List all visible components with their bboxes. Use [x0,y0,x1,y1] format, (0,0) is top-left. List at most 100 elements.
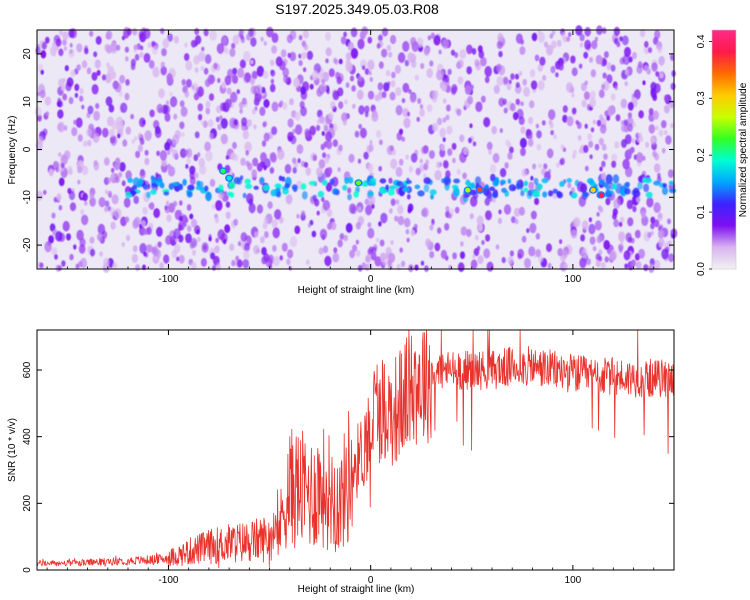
spectrogram-cell [68,28,75,38]
spectrogram-cell [282,67,290,78]
spectrogram-cell [118,171,123,178]
spectrogram-cell [559,239,563,245]
spectrogram-cell [103,257,110,267]
spectrogram-cell [659,72,664,79]
spectrogram-cell [337,239,343,248]
spectrogram-cell [113,161,121,171]
spectrogram-cell [480,56,487,67]
spectrogram-cell [103,157,110,166]
spectrogram-band-cell [414,184,421,190]
spectrogram-cell [189,171,196,180]
spectrogram-cell [485,210,492,221]
spectrogram-band-cell [542,191,548,198]
spectrogram-cell [502,98,507,106]
spectrogram-cell [662,186,668,196]
spectrogram-cell [39,89,46,99]
spectrogram-cell [327,167,333,175]
spectrogram-band-cell [541,177,549,184]
spectrogram-cell [262,121,267,128]
spectrogram-cell [349,203,357,214]
spectrogram-cell [74,83,80,92]
spectrogram-cell [509,146,514,154]
spectrogram-cell [419,104,424,110]
spectrogram-cell [520,101,524,106]
spectrogram-cell [144,149,149,156]
spectrogram-cell [57,121,65,133]
spectrogram-cell [620,120,625,125]
spectrogram-cell [301,210,306,217]
spectrogram-cell [143,229,148,236]
spectrogram-cell [294,111,301,121]
spectrogram-cell [67,187,72,195]
spectrogram-cell [497,217,503,224]
spectrogram-cell [621,139,627,148]
spectrogram-cell [77,134,83,142]
spectrogram-cell [153,208,161,219]
spectrogram-cell [242,98,247,105]
spectrogram-cell [176,256,180,262]
spectrogram-cell [300,106,307,117]
spectrogram-cell [111,167,115,173]
spectrogram-cell [317,119,321,124]
spectrogram-cell [407,111,410,117]
spectrogram-cell [66,165,73,174]
spectrogram-cell [125,56,129,62]
spectrogram-band-cell [379,178,387,184]
spectrogram-cell [462,172,467,180]
spectrogram-cell [131,139,135,144]
spectrogram-cell [529,134,533,140]
spectrogram-cell [209,30,217,41]
spectrogram-band-cell [300,183,307,190]
spectrogram-cell [395,166,403,178]
spectrogram-cell [52,161,60,171]
spectrogram-cell [595,259,601,268]
snr-series-line [36,329,675,569]
spectrogram-cell [611,160,617,168]
spectrogram-band-cell [484,184,489,190]
spectrogram-band-cell [606,189,611,196]
spectrogram-cell [627,101,634,111]
spectrogram-cell [343,120,347,126]
spectrogram-cell [541,120,546,126]
spectrogram-cell [446,125,453,135]
spectrogram-cell [390,240,394,245]
spectrogram-cell [225,211,231,219]
spectrogram-cell [282,102,288,110]
spectrogram-cell [528,246,536,257]
spectrogram-cell [590,69,597,78]
spectrogram-cell [645,141,650,148]
spectrogram-cell [440,144,446,151]
spectrogram-cell [328,111,334,120]
spectrogram-cell [357,74,363,82]
spectrogram-cell [485,234,491,242]
spectrogram-cell [220,133,228,145]
spectrogram-cell [414,74,419,81]
spectrogram-cell [655,71,660,77]
spectrogram-cell [323,124,329,132]
spectrogram-cell [627,112,633,119]
spectrogram-cell [537,63,543,72]
spectrogram-cell [369,140,373,145]
spectrogram-cell [253,245,260,255]
spectrogram-cell [663,94,669,102]
spectrogram-band-cell [291,184,298,191]
spectrogram-cell [58,48,64,57]
spectrogram-cell [302,29,309,39]
spectrogram-cell [459,49,467,59]
spectrogram-cell [62,93,68,101]
spectrogram-cell [498,209,502,215]
spectrogram-cell [254,91,262,103]
spectrogram-cell [611,153,618,163]
spectrogram-cell [163,254,170,264]
spectrogram-cell [318,247,324,255]
spectrogram-cell [365,254,371,263]
spectrogram-cell [120,102,128,114]
spectrogram-cell [111,194,119,205]
spectrogram-cell [355,222,361,230]
spectrogram-cell [246,193,254,204]
spectrogram-cell [420,63,425,69]
spectrogram-cell [143,28,151,40]
spectrogram-cell [641,215,649,226]
spectrogram-cell [256,204,264,214]
